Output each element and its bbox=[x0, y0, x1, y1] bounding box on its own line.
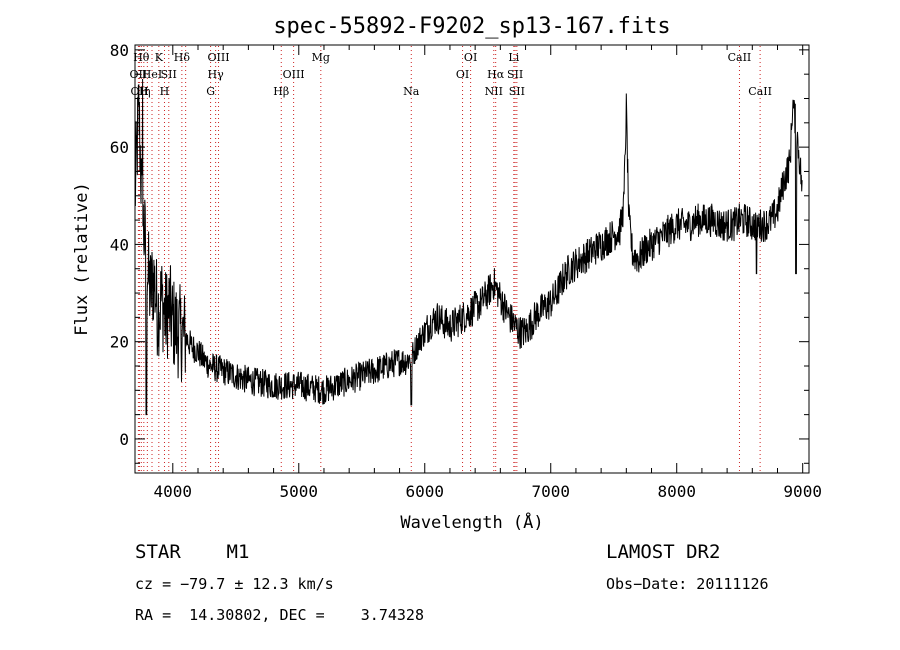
y-axis-label: Flux (relative) bbox=[72, 182, 92, 336]
spectral-line-label: Na bbox=[403, 85, 420, 98]
spectral-line-label: Hθ bbox=[133, 51, 150, 64]
spectral-line-label: Hα bbox=[487, 68, 505, 81]
spectrum-trace bbox=[134, 78, 803, 416]
spectral-line-label: SII bbox=[509, 85, 525, 98]
chart-title: spec-55892-F9202_sp13-167.fits bbox=[273, 14, 670, 39]
survey-name: LAMOST DR2 bbox=[606, 541, 721, 563]
spectral-line-label: η bbox=[144, 85, 151, 98]
spectral-line-label: OIII bbox=[283, 68, 305, 81]
spectral-line-label: OIII bbox=[207, 51, 229, 64]
spectral-line-label: Hβ bbox=[273, 85, 289, 98]
spectral-line-label: OI bbox=[456, 68, 469, 81]
spectral-line-label: H bbox=[160, 85, 170, 98]
x-tick-label: 8000 bbox=[657, 482, 696, 501]
y-tick-label: 40 bbox=[110, 235, 129, 254]
spectral-line-label: CaII bbox=[728, 51, 752, 64]
y-axis: 0 20 40 60 80 bbox=[110, 41, 809, 464]
x-tick-label: 5000 bbox=[280, 482, 319, 501]
y-tick-label: 60 bbox=[110, 138, 129, 157]
spectral-line-label: SII bbox=[507, 68, 523, 81]
spectral-line-label: OII bbox=[131, 85, 149, 98]
spectral-line-label: Hδ bbox=[174, 51, 191, 64]
spectral-line-label: Mg bbox=[312, 51, 330, 64]
redshift-velocity: cz = −79.7 ± 12.3 km/s bbox=[135, 575, 334, 593]
spectral-line-label: SII bbox=[161, 68, 177, 81]
x-tick-label: 6000 bbox=[405, 482, 444, 501]
x-axis-label: Wavelength (Å) bbox=[400, 511, 543, 533]
spectral-line-label: H bbox=[139, 85, 149, 98]
y-tick-label: 0 bbox=[119, 430, 129, 449]
spectral-line-label: OI bbox=[464, 51, 477, 64]
spectral-line-label: G bbox=[206, 85, 215, 98]
spectral-line-label: K bbox=[155, 51, 164, 64]
spectral-line-label: Li bbox=[508, 51, 519, 64]
x-tick-label: 9000 bbox=[783, 482, 822, 501]
spectral-line-labels: OIIOIIHθHηHeIKHSIIHδGHγOIIIHβOIIIMgNaOIO… bbox=[130, 51, 772, 98]
spectral-line-label: CaII bbox=[748, 85, 772, 98]
spectral-line-label: NII bbox=[485, 85, 503, 98]
observation-date: Obs−Date: 20111126 bbox=[606, 575, 769, 593]
y-tick-label: 20 bbox=[110, 333, 129, 352]
object-class: STAR M1 bbox=[135, 541, 250, 563]
plot-frame bbox=[134, 44, 810, 474]
spectral-line-label: Hγ bbox=[208, 68, 225, 81]
sky-coordinates: RA = 14.30802, DEC = 3.74328 bbox=[135, 606, 424, 624]
x-axis: 4000 5000 6000 7000 8000 9000 bbox=[154, 45, 822, 501]
x-tick-label: 4000 bbox=[154, 482, 193, 501]
y-tick-label: 80 bbox=[110, 41, 129, 60]
x-tick-label: 7000 bbox=[531, 482, 570, 501]
spectral-line-label: HeI bbox=[142, 68, 162, 81]
spectral-line-markers bbox=[137, 46, 761, 472]
